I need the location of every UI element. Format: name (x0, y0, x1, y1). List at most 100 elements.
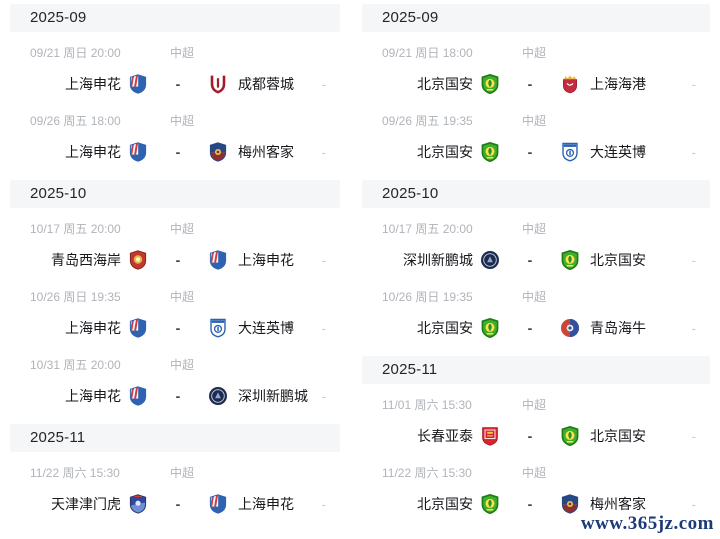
match-teams: 上海申花 - 梅州客家 - (10, 140, 340, 164)
meizhou-hakka-logo-icon (560, 494, 580, 514)
vs-separator: - (175, 144, 181, 160)
match-teams: 上海申花 - 成都蓉城 - (10, 72, 340, 96)
match-teams: 北京国安 - 青岛海牛 - (362, 316, 710, 340)
match-row[interactable]: 09/26 周五 19:35 中超 北京国安 - 大连英博 - (362, 106, 710, 174)
vs-separator: - (527, 144, 533, 160)
score-placeholder: - (691, 428, 696, 444)
score-placeholder: - (321, 388, 326, 404)
home-team: 北京国安 (362, 494, 500, 514)
dalian-yingbo-logo-icon (208, 318, 228, 338)
match-league: 中超 (522, 221, 547, 236)
match-row[interactable]: 10/17 周五 20:00 中超 深圳新鹏城 - 北京国安 - (362, 214, 710, 282)
match-datetime: 09/26 周五 18:00 (30, 113, 121, 128)
month-header: 2025-10 (10, 180, 340, 208)
month-section: 2025-10 10/17 周五 20:00 中超 深圳新鹏城 - 北京国安 -… (362, 180, 710, 350)
away-team-name: 大连英博 (590, 144, 646, 160)
changchun-yatai-logo-icon (480, 426, 500, 446)
home-team: 北京国安 (362, 318, 500, 338)
shanghai-shenhua-logo-icon (128, 386, 148, 406)
away-team: 上海申花 (208, 494, 322, 514)
away-team-name: 梅州客家 (238, 144, 294, 160)
dalian-yingbo-logo-icon (560, 142, 580, 162)
match-teams: 上海申花 - 大连英博 - (10, 316, 340, 340)
vs-separator: - (175, 388, 181, 404)
vs-separator: - (527, 320, 533, 336)
home-team-name: 深圳新鹏城 (403, 252, 473, 268)
away-team: 北京国安 (560, 426, 692, 446)
match-datetime: 10/26 周日 19:35 (382, 289, 473, 304)
shanghai-shenhua-logo-icon (128, 142, 148, 162)
match-meta: 09/21 周日 18:00 中超 (362, 44, 710, 60)
shanghai-shenhua-logo-icon (208, 250, 228, 270)
home-team-name: 上海申花 (65, 76, 121, 92)
beijing-guoan-logo-icon (480, 494, 500, 514)
match-row[interactable]: 11/22 周六 15:30 中超 天津津门虎 - 上海申花 - (10, 458, 340, 526)
beijing-guoan-logo-icon (480, 142, 500, 162)
match-row[interactable]: 09/26 周五 18:00 中超 上海申花 - 梅州客家 - (10, 106, 340, 174)
match-teams: 天津津门虎 - 上海申花 - (10, 492, 340, 516)
tianjin-jinmen-tiger-logo-icon (128, 494, 148, 514)
away-team-name: 上海申花 (238, 496, 294, 512)
home-team-name: 青岛西海岸 (51, 252, 121, 268)
fixtures-column-left: 2025-09 09/21 周日 20:00 中超 上海申花 - 成都蓉城 - … (10, 4, 340, 526)
match-league: 中超 (170, 113, 195, 128)
match-row[interactable]: 10/26 周日 19:35 中超 北京国安 - 青岛海牛 - (362, 282, 710, 350)
match-row[interactable]: 11/22 周六 15:30 中超 北京国安 - 梅州客家 - (362, 458, 710, 526)
home-team-name: 北京国安 (417, 76, 473, 92)
month-label: 2025-09 (30, 9, 87, 26)
score-placeholder: - (691, 144, 696, 160)
shanghai-shenhua-logo-icon (128, 74, 148, 94)
match-row[interactable]: 09/21 周日 20:00 中超 上海申花 - 成都蓉城 - (10, 38, 340, 106)
month-label: 2025-11 (30, 429, 86, 446)
away-team-name: 深圳新鹏城 (238, 388, 308, 404)
match-meta: 10/26 周日 19:35 中超 (10, 288, 340, 304)
month-header: 2025-09 (362, 4, 710, 32)
match-meta: 10/26 周日 19:35 中超 (362, 288, 710, 304)
match-row[interactable]: 11/01 周六 15:30 中超 长春亚泰 - 北京国安 - (362, 390, 710, 458)
match-datetime: 10/31 周五 20:00 (30, 357, 121, 372)
match-datetime: 09/21 周日 18:00 (382, 45, 473, 60)
vs-separator: - (527, 428, 533, 444)
month-section: 2025-10 10/17 周五 20:00 中超 青岛西海岸 - 上海申花 -… (10, 180, 340, 418)
month-label: 2025-10 (30, 185, 87, 202)
home-team: 青岛西海岸 (10, 250, 148, 270)
match-row[interactable]: 10/17 周五 20:00 中超 青岛西海岸 - 上海申花 - (10, 214, 340, 282)
qingdao-west-coast-logo-icon (128, 250, 148, 270)
match-row[interactable]: 10/26 周日 19:35 中超 上海申花 - 大连英博 - (10, 282, 340, 350)
match-league: 中超 (170, 289, 195, 304)
match-row[interactable]: 10/31 周五 20:00 中超 上海申花 - 深圳新鹏城 - (10, 350, 340, 418)
away-team: 梅州客家 (208, 142, 322, 162)
away-team: 大连英博 (560, 142, 692, 162)
away-team: 成都蓉城 (208, 74, 322, 94)
away-team: 上海海港 (560, 74, 692, 94)
match-list: 11/22 周六 15:30 中超 天津津门虎 - 上海申花 - (10, 458, 340, 526)
vs-separator: - (527, 76, 533, 92)
match-league: 中超 (522, 397, 547, 412)
month-header: 2025-10 (362, 180, 710, 208)
month-section: 2025-11 11/22 周六 15:30 中超 天津津门虎 - 上海申花 - (10, 424, 340, 526)
shanghai-shenhua-logo-icon (208, 494, 228, 514)
away-team: 大连英博 (208, 318, 322, 338)
meizhou-hakka-logo-icon (208, 142, 228, 162)
match-meta: 10/17 周五 20:00 中超 (10, 220, 340, 236)
match-row[interactable]: 09/21 周日 18:00 中超 北京国安 - 上海海港 - (362, 38, 710, 106)
vs-separator: - (175, 76, 181, 92)
away-team-name: 青岛海牛 (590, 320, 646, 336)
match-meta: 11/22 周六 15:30 中超 (10, 464, 340, 480)
home-team: 北京国安 (362, 74, 500, 94)
match-league: 中超 (522, 113, 547, 128)
away-team-name: 成都蓉城 (238, 76, 294, 92)
home-team: 上海申花 (10, 386, 148, 406)
home-team: 上海申花 (10, 142, 148, 162)
beijing-guoan-logo-icon (480, 74, 500, 94)
match-datetime: 11/01 周六 15:30 (382, 397, 472, 412)
month-label: 2025-09 (382, 9, 439, 26)
home-team-name: 长春亚泰 (417, 428, 473, 444)
month-header: 2025-11 (10, 424, 340, 452)
home-team: 长春亚泰 (362, 426, 500, 446)
home-team: 上海申花 (10, 74, 148, 94)
away-team-name: 上海海港 (590, 76, 646, 92)
vs-separator: - (527, 252, 533, 268)
match-list: 09/21 周日 18:00 中超 北京国安 - 上海海港 - 09/26 周五… (362, 38, 710, 174)
